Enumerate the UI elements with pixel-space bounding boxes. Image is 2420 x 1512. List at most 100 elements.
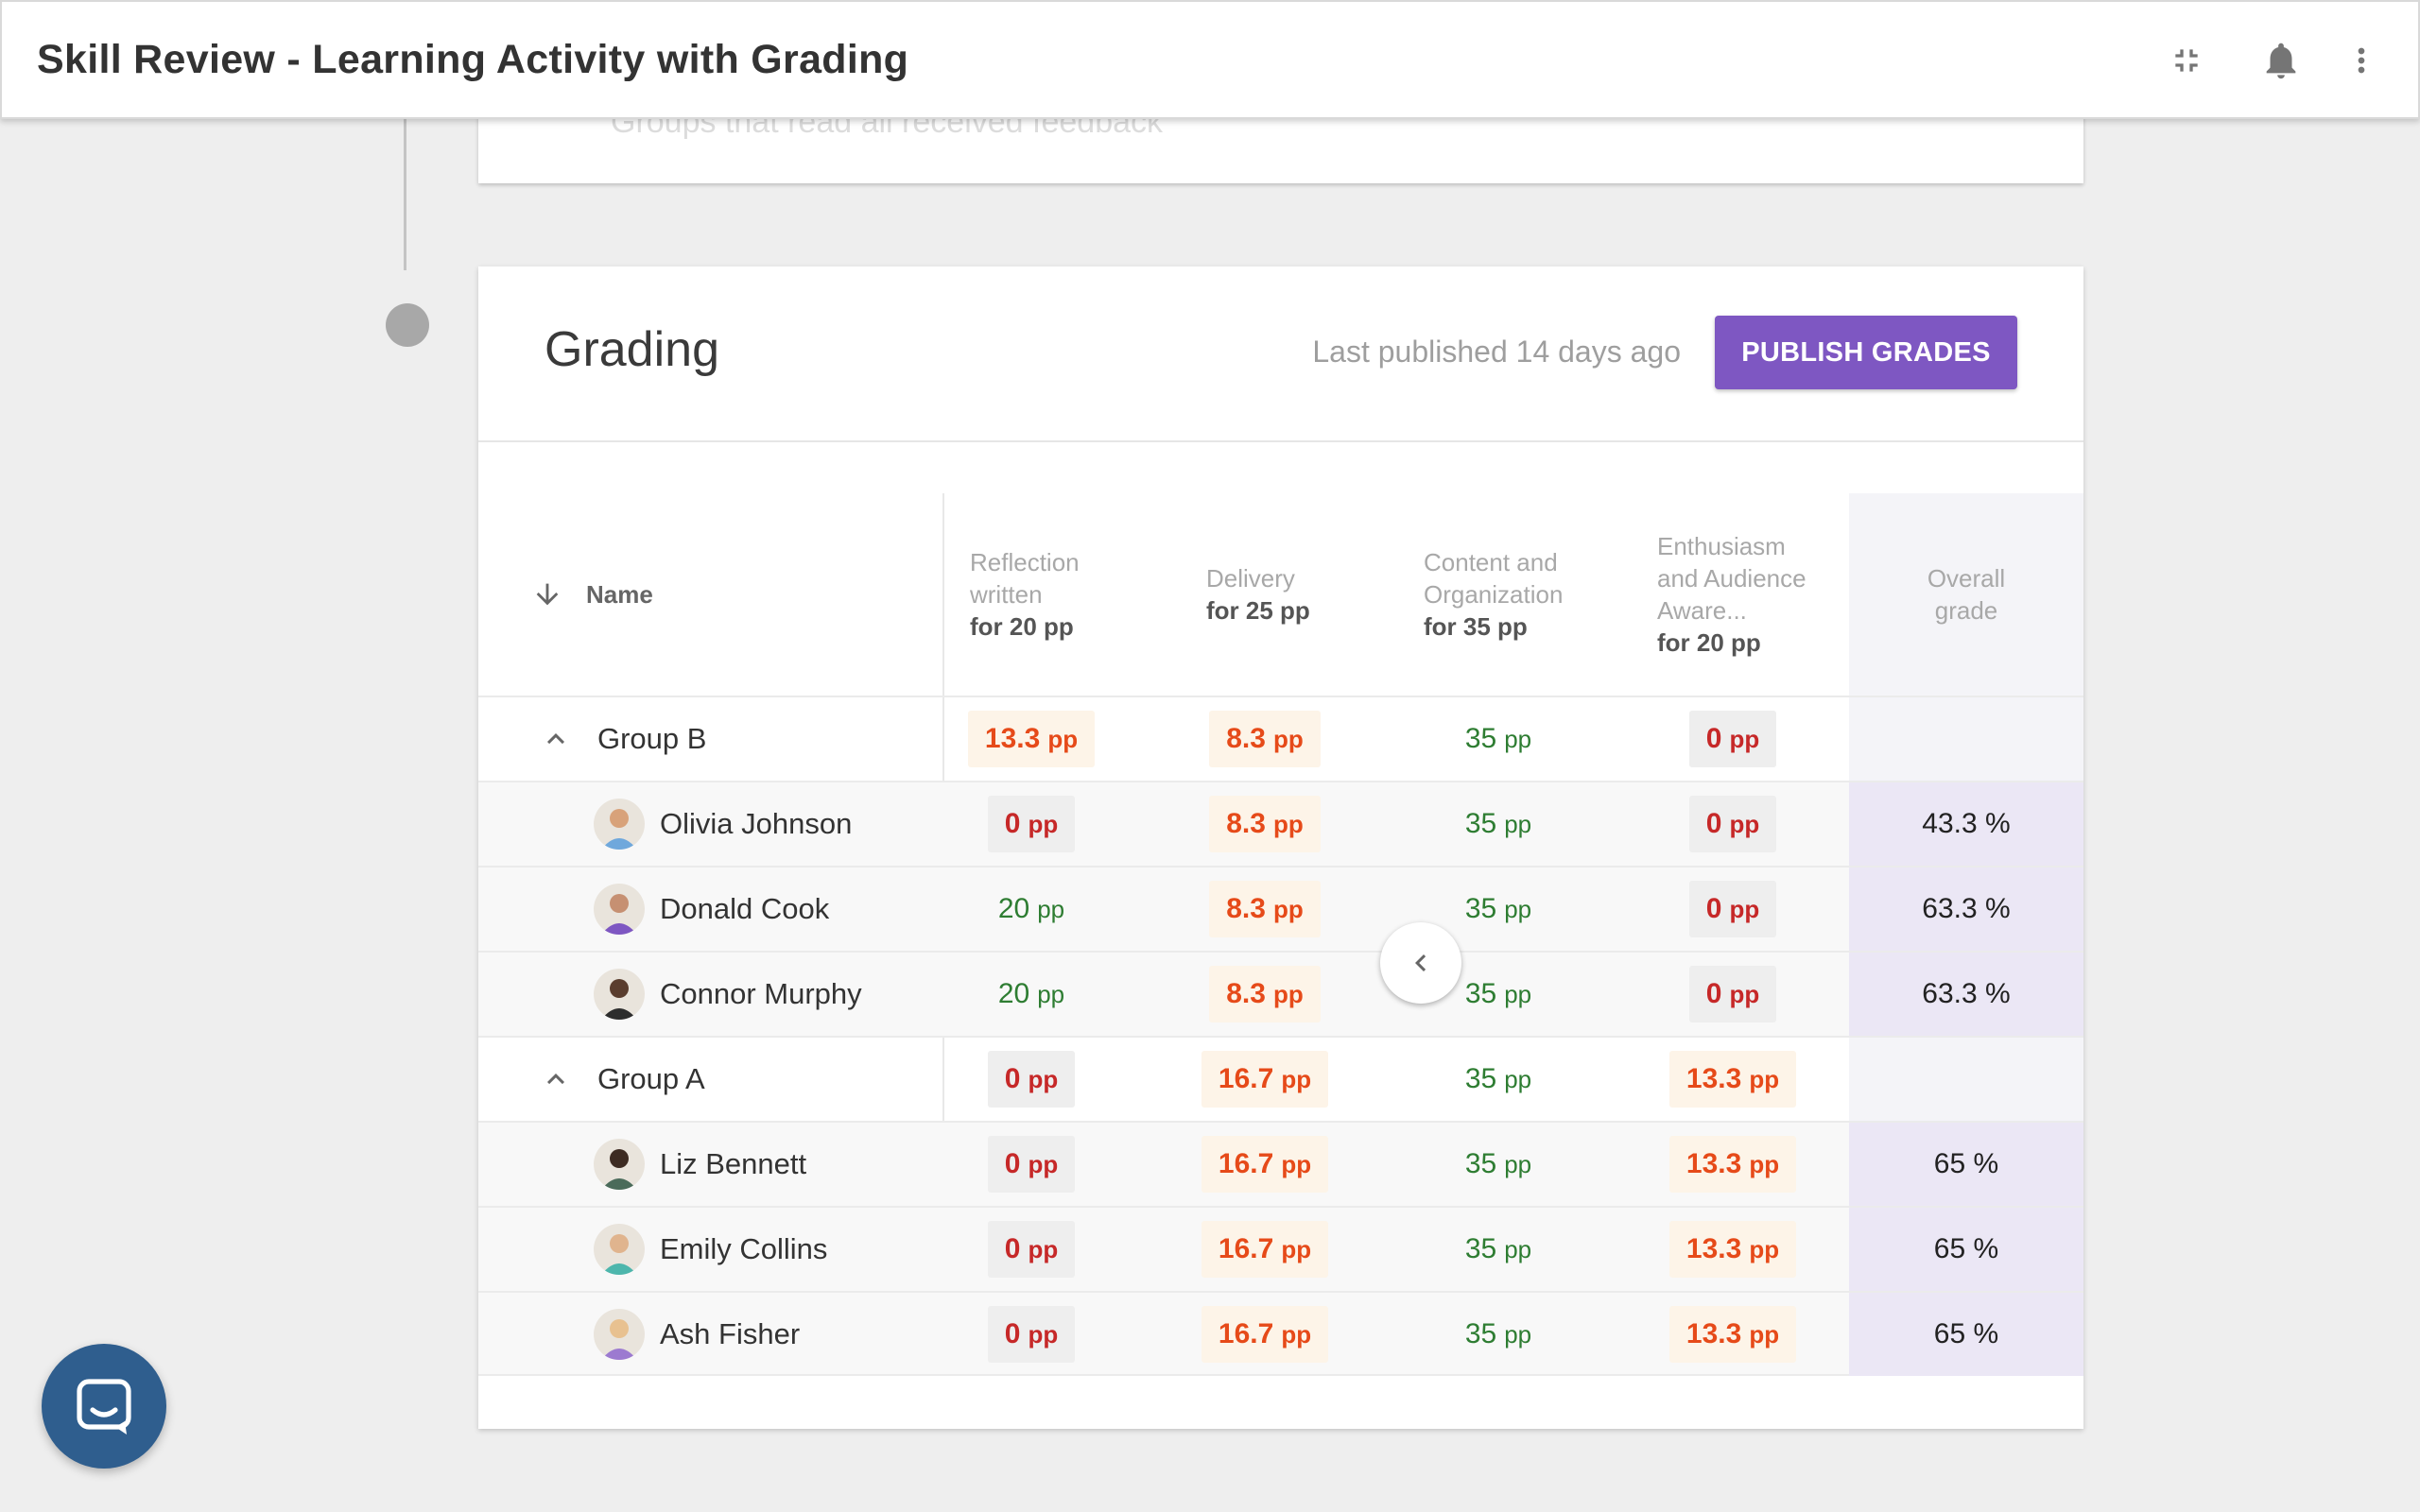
score-cell[interactable]: 0 pp [937,1123,1126,1206]
score-cell[interactable]: 13.3 pp [1638,1293,1827,1376]
score-unit: pp [1729,809,1760,838]
last-published-text: Last published 14 days ago [1312,335,1681,369]
score-cell[interactable]: 16.7 pp [1170,1038,1359,1121]
chevron-up-icon[interactable] [539,1062,573,1096]
collapse-fullscreen-icon[interactable] [2153,28,2220,93]
column-points: for 35 pp [1424,612,1528,641]
score-cell[interactable]: 0 pp [937,1293,1126,1376]
table-row: Liz Bennett 0 pp 16.7 pp 35 pp 13.3 pp 65 % [478,1121,2083,1206]
score-cell[interactable]: 35 pp [1404,1038,1593,1121]
score-number: 0 [1004,808,1021,839]
score-cell[interactable]: 0 pp [1638,953,1827,1036]
score-cell[interactable]: 16.7 pp [1170,1293,1359,1376]
score-cell[interactable]: 13.3 pp [1638,1208,1827,1291]
score-unit: pp [1028,1064,1059,1093]
score-number: 16.7 [1218,1233,1274,1264]
score-cell[interactable]: 16.7 pp [1170,1123,1359,1206]
student-name: Olivia Johnson [594,782,852,866]
score-cell[interactable]: 8.3 pp [1170,782,1359,866]
name-column-header[interactable]: Name [531,493,653,696]
score-number: 35 [1464,1318,1497,1349]
score-value: 0 pp [987,1051,1076,1108]
score-number: 35 [1464,1233,1497,1264]
group-toggle[interactable]: Group B [539,697,706,781]
score-cell[interactable]: 35 pp [1404,697,1593,781]
score-cell[interactable]: 0 pp [937,1038,1126,1121]
student-name: Liz Bennett [594,1123,806,1206]
score-unit: pp [1749,1234,1780,1263]
group-row: Group A 0 pp 16.7 pp 35 pp 13.3 pp [478,1036,2083,1121]
avatar [594,799,645,850]
publish-grades-button[interactable]: PUBLISH GRADES [1715,316,2017,389]
column-header-delivery[interactable]: Delivery for 25 pp [1206,493,1348,696]
score-unit: pp [1749,1064,1780,1093]
score-cell[interactable]: 35 pp [1404,1208,1593,1291]
score-cell[interactable]: 8.3 pp [1170,697,1359,781]
page-title: Skill Review - Learning Activity with Gr… [37,36,909,82]
sort-arrow-down-icon[interactable] [531,578,563,610]
column-label: Reflection written [970,548,1080,609]
score-number: 35 [1464,808,1497,839]
score-cell[interactable]: 8.3 pp [1170,868,1359,951]
score-cell[interactable]: 16.7 pp [1170,1208,1359,1291]
group-name-label: Group B [597,722,707,755]
table-row: Donald Cook 20 pp 8.3 pp 35 pp 0 pp 63.3 % [478,866,2083,951]
score-cell[interactable]: 8.3 pp [1170,953,1359,1036]
score-cell[interactable]: 0 pp [1638,868,1827,951]
score-unit: pp [1504,1149,1532,1178]
score-unit: pp [1281,1064,1312,1093]
score-value: 13.3 pp [1668,1136,1797,1193]
score-value: 0 pp [1688,881,1777,937]
score-value: 35 pp [1448,1051,1548,1108]
grading-title: Grading [544,322,719,377]
collapse-columns-button[interactable] [1380,922,1461,1004]
grades-table: Name Reflection written for 20 pp Delive… [478,493,2083,1376]
column-header-reflection[interactable]: Reflection written for 20 pp [970,493,1112,696]
score-unit: pp [1504,1234,1532,1263]
score-cell[interactable]: 20 pp [937,868,1126,951]
score-cell[interactable]: 0 pp [1638,697,1827,781]
score-number: 0 [1705,893,1722,924]
score-number: 20 [997,978,1030,1009]
score-cell[interactable]: 35 pp [1404,782,1593,866]
score-cell[interactable]: 13.3 pp [1638,1123,1827,1206]
group-toggle[interactable]: Group A [539,1038,705,1121]
score-value: 0 pp [1688,796,1777,852]
more-vert-icon[interactable] [2342,28,2380,93]
score-cell[interactable]: 13.3 pp [937,697,1126,781]
column-points: for 20 pp [1657,628,1761,657]
score-unit: pp [1037,894,1065,923]
chevron-up-icon[interactable] [539,722,573,756]
score-value: 0 pp [987,1306,1076,1363]
score-cell[interactable]: 20 pp [937,953,1126,1036]
score-number: 0 [1004,1233,1021,1264]
score-cell[interactable]: 0 pp [1638,782,1827,866]
app-bar: Skill Review - Learning Activity with Gr… [0,0,2420,119]
score-number: 0 [1705,978,1722,1009]
column-header-enthusiasm[interactable]: Enthusiasm and Audience Aware... for 20 … [1657,493,1827,696]
student-name-label: Olivia Johnson [660,807,853,840]
score-cell[interactable]: 35 pp [1404,1123,1593,1206]
app-bar-actions [2125,28,2380,93]
score-number: 16.7 [1218,1318,1274,1349]
score-unit: pp [1749,1319,1780,1349]
column-label: Enthusiasm and Audience Aware... [1657,532,1806,625]
score-value: 0 pp [1688,711,1777,767]
group-row: Group B 13.3 pp 8.3 pp 35 pp 0 pp [478,696,2083,781]
column-header-content[interactable]: Content and Organization for 35 pp [1424,493,1584,696]
score-cell[interactable]: 0 pp [937,782,1126,866]
score-cell[interactable]: 35 pp [1404,953,1593,1036]
student-name: Ash Fisher [594,1293,800,1376]
bell-icon[interactable] [2248,28,2314,93]
score-number: 8.3 [1226,808,1266,839]
score-unit: pp [1028,809,1059,838]
score-cell[interactable]: 35 pp [1404,868,1593,951]
chat-launcher-button[interactable] [42,1344,166,1469]
score-cell[interactable]: 13.3 pp [1638,1038,1827,1121]
score-cell[interactable]: 35 pp [1404,1293,1593,1376]
grading-card: Grading Last published 14 days ago PUBLI… [478,266,2083,1429]
score-number: 13.3 [984,723,1041,754]
score-cell[interactable]: 0 pp [937,1208,1126,1291]
score-unit: pp [1272,724,1304,753]
score-value: 13.3 pp [1668,1306,1797,1363]
